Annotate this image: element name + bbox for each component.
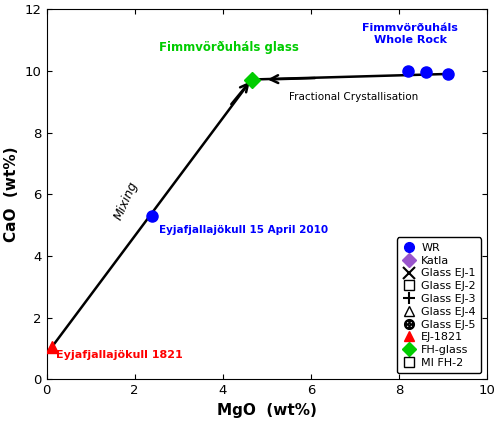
Text: Fractional Crystallisation: Fractional Crystallisation: [289, 92, 418, 103]
X-axis label: MgO  (wt%): MgO (wt%): [217, 403, 317, 418]
Legend: WR, Katla, Glass EJ-1, Glass EJ-2, Glass EJ-3, Glass EJ-4, Glass EJ-5, EJ-1821, : WR, Katla, Glass EJ-1, Glass EJ-2, Glass…: [397, 238, 481, 373]
Text: Mixing: Mixing: [112, 179, 140, 222]
Text: Fimmvörðuháls glass: Fimmvörðuháls glass: [159, 41, 299, 54]
Y-axis label: CaO  (wt%): CaO (wt%): [4, 146, 19, 242]
Text: Eyjafjallajökull 1821: Eyjafjallajökull 1821: [56, 350, 183, 360]
Text: Fimmvörðuháls
Whole Rock: Fimmvörðuháls Whole Rock: [362, 23, 458, 45]
Text: Eyjafjallajökull 15 April 2010: Eyjafjallajökull 15 April 2010: [159, 225, 328, 235]
